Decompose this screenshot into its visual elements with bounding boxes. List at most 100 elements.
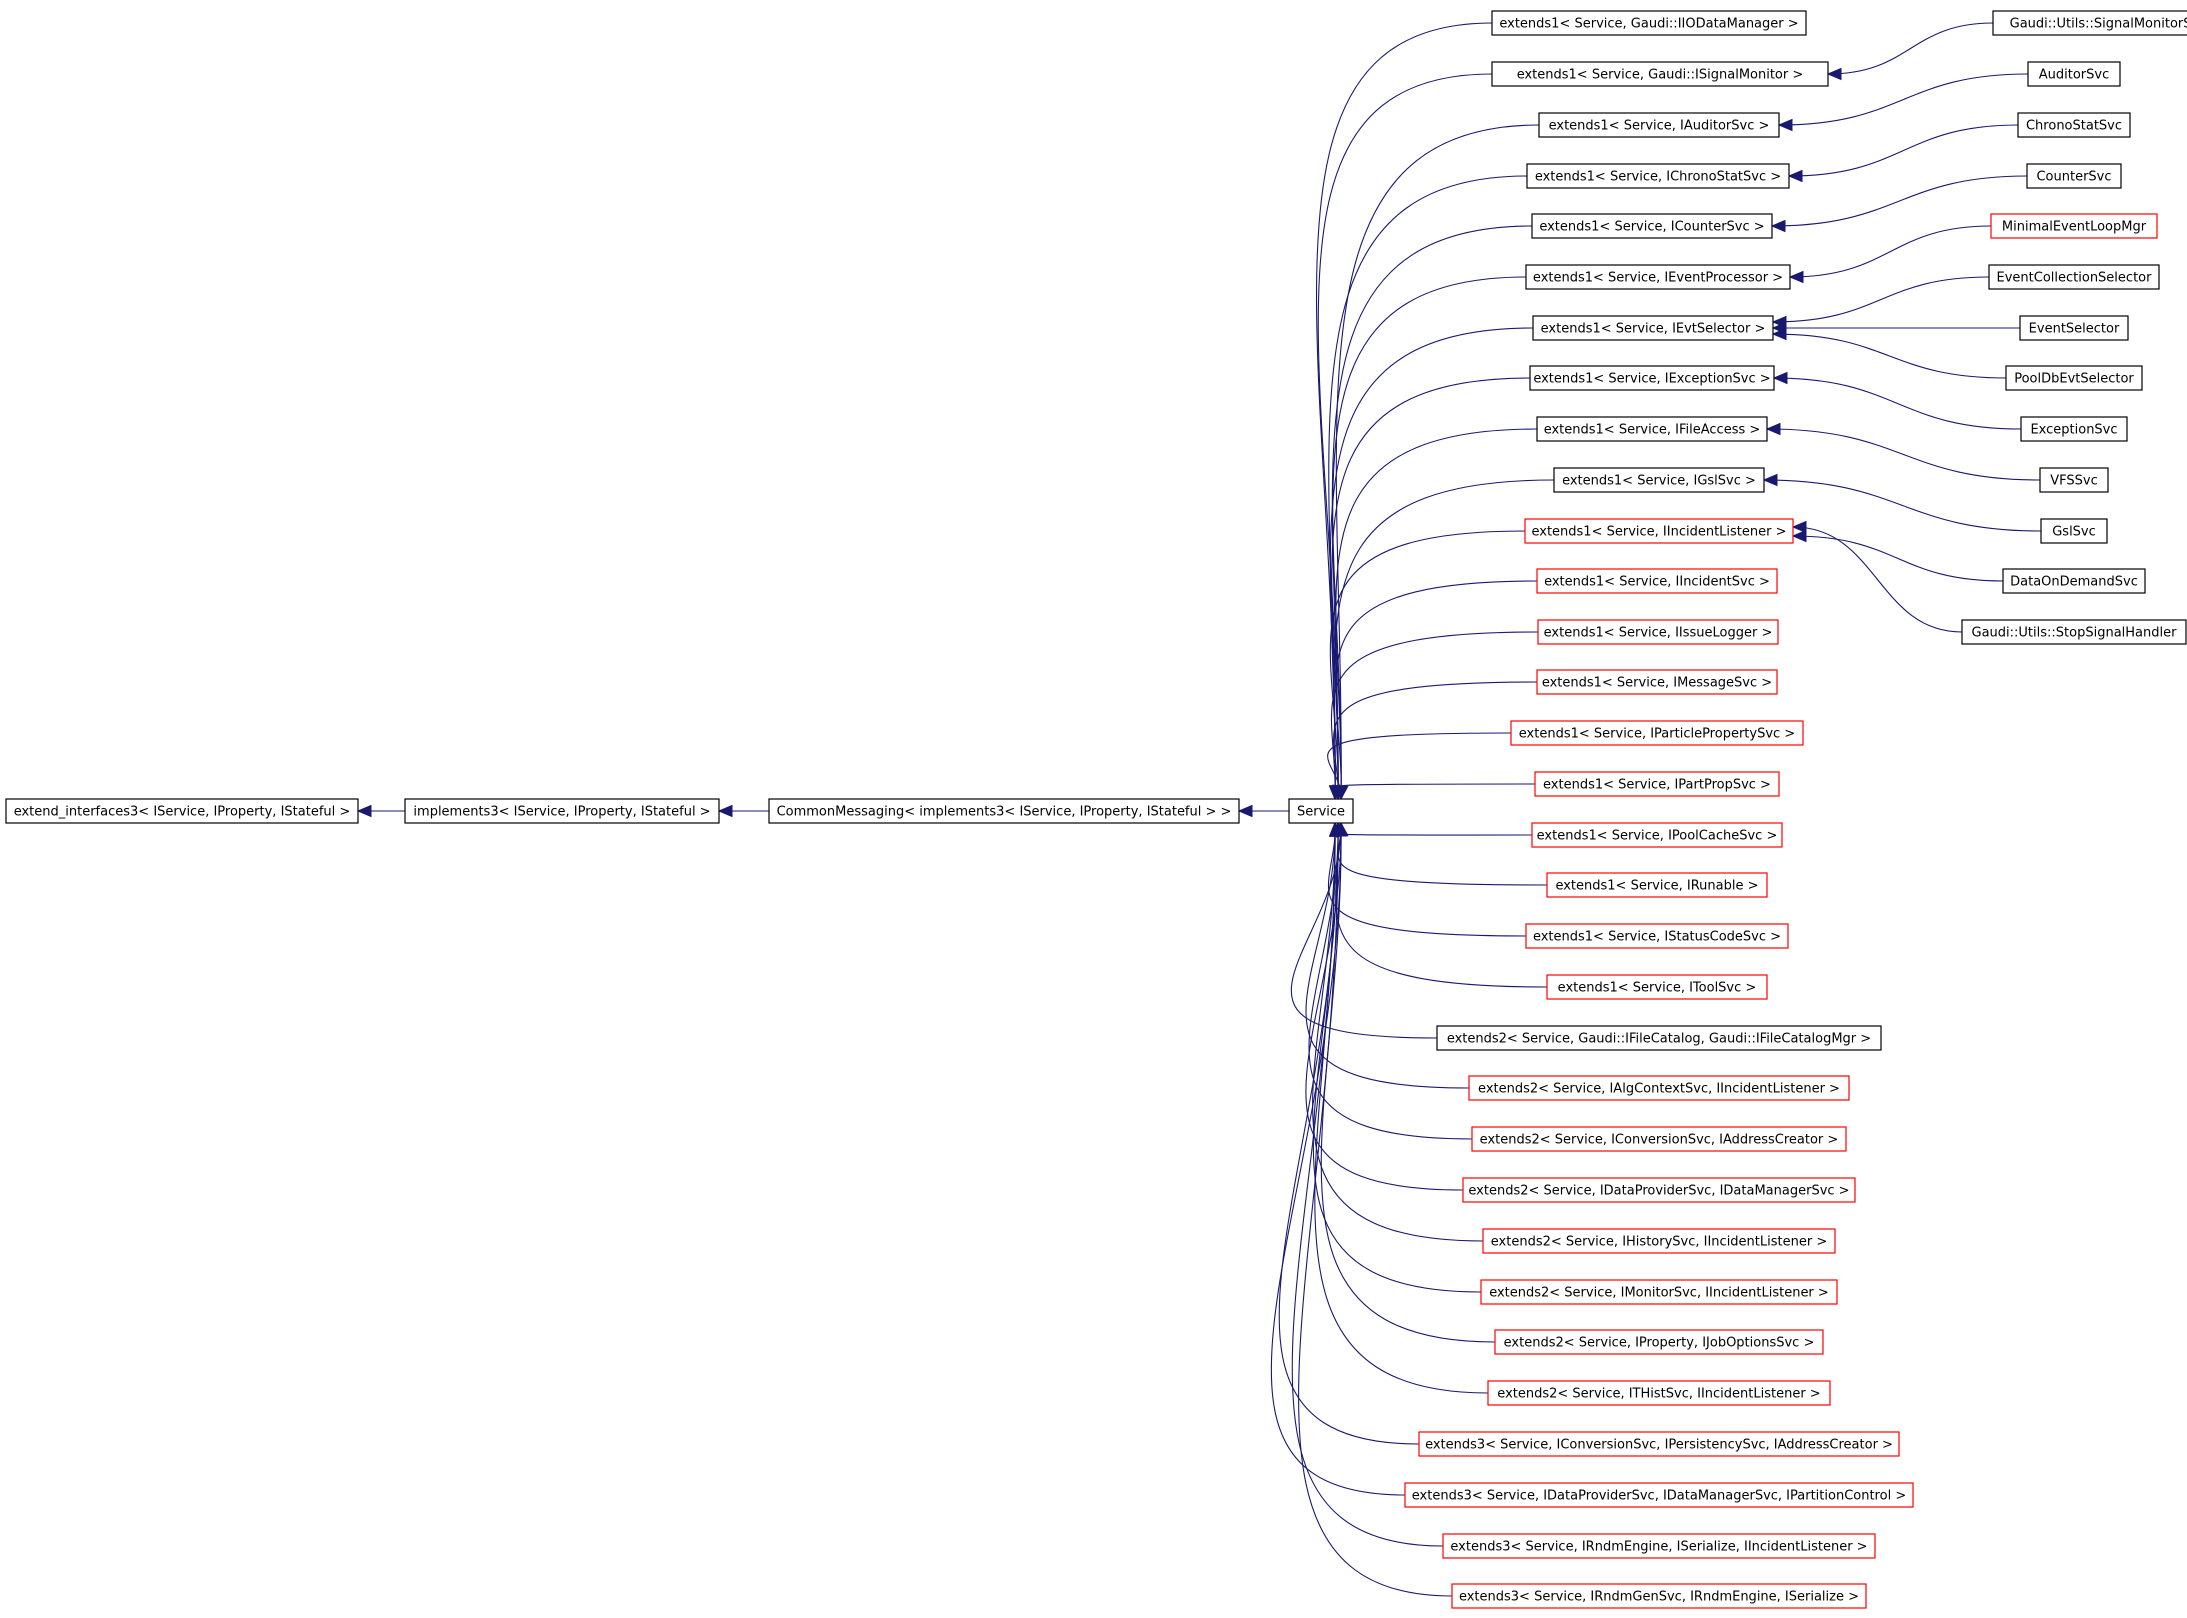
- node-e3-iconversion-svc[interactable]: extends3< Service, IConversionSvc, IPers…: [1418, 1431, 1900, 1457]
- node-box: [1451, 1583, 1867, 1609]
- node-e1-iauditor-svc[interactable]: extends1< Service, IAuditorSvc >: [1538, 112, 1780, 138]
- node-e1-itool-svc[interactable]: extends1< Service, IToolSvc >: [1546, 974, 1768, 1000]
- edge-e1-iparticle-property-svc-to-service: [1327, 732, 1512, 800]
- node-e1-iiodata-manager[interactable]: extends1< Service, Gaudi::IIODataManager…: [1491, 10, 1807, 36]
- node-e2-idata-provider-svc[interactable]: extends2< Service, IDataProviderSvc, IDa…: [1462, 1177, 1856, 1203]
- node-e1-ipart-prop-svc[interactable]: extends1< Service, IPartPropSvc >: [1534, 771, 1780, 797]
- node-chrono-stat-svc[interactable]: ChronoStatSvc: [2017, 112, 2131, 138]
- edge-e2-iproperty-to-service: [1320, 822, 1496, 1343]
- node-event-selector[interactable]: EventSelector: [2019, 315, 2129, 341]
- node-pool-db-evt-selector[interactable]: PoolDbEvtSelector: [2005, 365, 2143, 391]
- node-label: extends2< Service, IAlgContextSvc, IInci…: [1478, 1082, 1840, 1097]
- node-label: EventSelector: [2029, 322, 2120, 337]
- node-e2-iproperty[interactable]: extends2< Service, IProperty, IJobOption…: [1494, 1329, 1824, 1355]
- node-label: extends1< Service, Gaudi::ISignalMonitor…: [1517, 68, 1804, 83]
- node-box: [1525, 923, 1789, 949]
- node-label: MinimalEventLoopMgr: [2002, 220, 2147, 235]
- edge-e3-irndm-engine-to-service: [1291, 822, 1444, 1547]
- edge-e2-ialg-context-svc-to-service: [1305, 822, 1470, 1089]
- node-label: extends1< Service, IPartPropSvc >: [1543, 778, 1771, 793]
- node-box: [1536, 416, 1768, 442]
- node-label: extends2< Service, IProperty, IJobOption…: [1504, 1336, 1815, 1351]
- node-e3-irndm-gen-svc[interactable]: extends3< Service, IRndmGenSvc, IRndmEng…: [1451, 1583, 1867, 1609]
- edge-exception-svc-to-e1-iexception-svc: [1773, 377, 2022, 430]
- edge-e1-iauditor-svc-to-service: [1335, 124, 1540, 800]
- node-e2-ialg-context-svc[interactable]: extends2< Service, IAlgContextSvc, IInci…: [1468, 1075, 1850, 1101]
- node-label: extends1< Service, IEvtSelector >: [1541, 322, 1766, 337]
- node-label: extends1< Service, IStatusCodeSvc >: [1533, 930, 1781, 945]
- edge-data-on-demand-svc-to-e1-iincident-listener: [1792, 535, 2004, 582]
- node-box: [5, 798, 359, 824]
- node-auditor-svc[interactable]: AuditorSvc: [2027, 61, 2121, 87]
- node-e2-ithist-svc[interactable]: extends2< Service, ITHistSvc, IIncidentL…: [1487, 1380, 1831, 1406]
- node-box: [1546, 974, 1768, 1000]
- node-e1-ipool-cache-svc[interactable]: extends1< Service, IPoolCacheSvc >: [1531, 822, 1783, 848]
- nodes-layer: extend_interfaces3< IService, IProperty,…: [5, 10, 2187, 1609]
- node-e1-icounter-svc[interactable]: extends1< Service, ICounterSvc >: [1531, 213, 1773, 239]
- edge-e1-iincident-listener-to-service: [1329, 530, 1526, 800]
- node-e1-iexception-svc[interactable]: extends1< Service, IExceptionSvc >: [1529, 365, 1775, 391]
- node-extend-interfaces3[interactable]: extend_interfaces3< IService, IProperty,…: [5, 798, 359, 824]
- node-vfssvc[interactable]: VFSSvc: [2039, 467, 2109, 493]
- node-e1-ichrono-stat-svc[interactable]: extends1< Service, IChronoStatSvc >: [1526, 163, 1790, 189]
- node-common-messaging[interactable]: CommonMessaging< implements3< IService, …: [768, 798, 1240, 824]
- node-e1-iparticle-property-svc[interactable]: extends1< Service, IParticlePropertySvc …: [1510, 720, 1804, 746]
- node-box: [1487, 1380, 1831, 1406]
- edge-implements3-to-extend-interfaces3-arrowhead: [356, 804, 372, 818]
- node-e2-imonitor-svc[interactable]: extends2< Service, IMonitorSvc, IInciden…: [1480, 1279, 1838, 1305]
- node-label: extends1< Service, IPoolCacheSvc >: [1537, 829, 1778, 844]
- edge-signal-monitor-svc-to-e1-isignal-monitor: [1827, 22, 1994, 75]
- node-label: extends1< Service, IMessageSvc >: [1542, 676, 1772, 691]
- node-e1-iincident-svc[interactable]: extends1< Service, IIncidentSvc >: [1536, 568, 1778, 594]
- node-box: [1462, 1177, 1856, 1203]
- node-e1-ievt-selector[interactable]: extends1< Service, IEvtSelector >: [1532, 315, 1774, 341]
- node-box: [1531, 213, 1773, 239]
- node-exception-svc[interactable]: ExceptionSvc: [2020, 416, 2128, 442]
- node-box: [1532, 315, 1774, 341]
- node-box: [2020, 416, 2128, 442]
- node-label: extends1< Service, IIncidentSvc >: [1544, 575, 1770, 590]
- node-box: [1525, 264, 1791, 290]
- node-e1-istatus-code-svc[interactable]: extends1< Service, IStatusCodeSvc >: [1525, 923, 1789, 949]
- node-e1-iincident-listener[interactable]: extends1< Service, IIncidentListener >: [1524, 518, 1794, 544]
- node-e1-ifile-access[interactable]: extends1< Service, IFileAccess >: [1536, 416, 1768, 442]
- node-box: [2017, 112, 2131, 138]
- node-e2-ifile-catalog[interactable]: extends2< Service, Gaudi::IFileCatalog, …: [1436, 1025, 1882, 1051]
- node-box: [1988, 264, 2160, 290]
- edge-exception-svc-to-e1-iexception-svc-arrowhead: [1772, 371, 1788, 385]
- node-e1-igsl-svc[interactable]: extends1< Service, IGslSvc >: [1553, 467, 1765, 493]
- node-signal-monitor-svc[interactable]: Gaudi::Utils::SignalMonitorSvc: [1992, 10, 2187, 36]
- node-e1-isignal-monitor[interactable]: extends1< Service, Gaudi::ISignalMonitor…: [1491, 61, 1829, 87]
- node-box: [1990, 213, 2158, 239]
- node-gsl-svc[interactable]: GslSvc: [2040, 518, 2108, 544]
- node-box: [1491, 10, 1807, 36]
- node-e2-ihistory-svc[interactable]: extends2< Service, IHistorySvc, IInciden…: [1482, 1228, 1836, 1254]
- node-box: [1491, 61, 1829, 87]
- node-event-collection-selector[interactable]: EventCollectionSelector: [1988, 264, 2160, 290]
- node-box: [1534, 771, 1780, 797]
- node-service[interactable]: Service: [1288, 798, 1354, 824]
- node-label: extends1< Service, IExceptionSvc >: [1533, 372, 1770, 387]
- node-label: VFSSvc: [2050, 474, 2098, 489]
- node-box: [1536, 669, 1778, 695]
- node-counter-svc[interactable]: CounterSvc: [2026, 163, 2122, 189]
- node-label: extends2< Service, ITHistSvc, IIncidentL…: [1497, 1387, 1820, 1402]
- node-box: [2027, 61, 2121, 87]
- node-box: [1529, 365, 1775, 391]
- node-data-on-demand-svc[interactable]: DataOnDemandSvc: [2002, 568, 2146, 594]
- node-e3-irndm-engine[interactable]: extends3< Service, IRndmEngine, ISeriali…: [1442, 1533, 1876, 1559]
- node-label: extends1< Service, IAuditorSvc >: [1549, 119, 1770, 134]
- node-e1-iissue-logger[interactable]: extends1< Service, IIssueLogger >: [1537, 619, 1779, 645]
- node-e1-ievent-processor[interactable]: extends1< Service, IEventProcessor >: [1525, 264, 1791, 290]
- node-e1-imessage-svc[interactable]: extends1< Service, IMessageSvc >: [1536, 669, 1778, 695]
- node-box: [2039, 467, 2109, 493]
- node-stop-signal-handler[interactable]: Gaudi::Utils::StopSignalHandler: [1961, 619, 2187, 645]
- edge-e1-iissue-logger-to-service: [1330, 631, 1539, 800]
- node-e2-iconversion-svc[interactable]: extends2< Service, IConversionSvc, IAddr…: [1471, 1126, 1847, 1152]
- node-e3-idata-provider-svc[interactable]: extends3< Service, IDataProviderSvc, IDa…: [1404, 1482, 1914, 1508]
- edge-event-collection-selector-to-e1-ievt-selector: [1772, 276, 1990, 323]
- node-implements3[interactable]: implements3< IService, IProperty, IState…: [404, 798, 720, 824]
- edge-pool-db-evt-selector-to-e1-ievt-selector-arrowhead: [1771, 327, 1787, 341]
- node-e1-irunable[interactable]: extends1< Service, IRunable >: [1546, 872, 1768, 898]
- node-minimal-event-loop-mgr[interactable]: MinimalEventLoopMgr: [1990, 213, 2158, 239]
